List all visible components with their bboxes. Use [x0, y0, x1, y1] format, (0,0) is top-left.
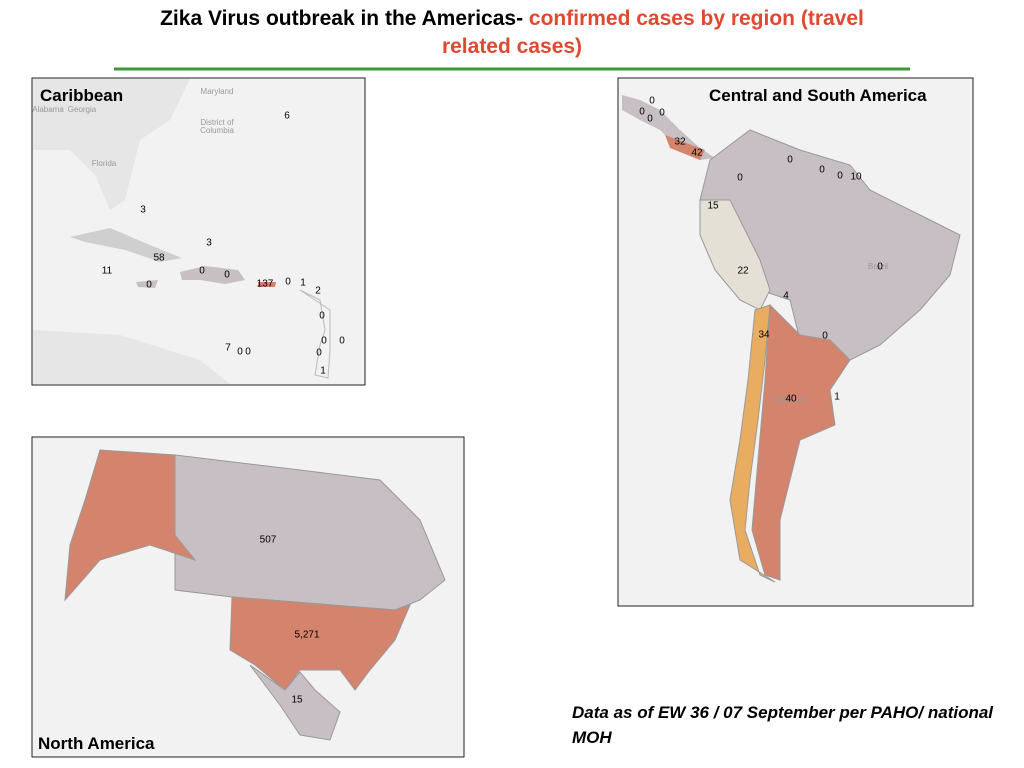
- case-count: 7: [225, 343, 231, 354]
- case-count: 0: [319, 311, 325, 322]
- case-count: 15: [707, 201, 719, 212]
- place-label: Florida: [92, 159, 117, 168]
- place-label: Brazil: [868, 262, 888, 271]
- case-count: 0: [819, 165, 825, 176]
- title: Zika Virus outbreak in the Americas- con…: [150, 5, 874, 61]
- case-count: 4: [783, 291, 789, 302]
- place-label: Columbia: [200, 126, 234, 135]
- case-count: 0: [245, 347, 251, 358]
- lesser-antilles: [299, 289, 331, 379]
- canada: [174, 454, 446, 611]
- case-count: 0: [316, 348, 322, 359]
- case-count: 3: [140, 205, 146, 216]
- argentina: [751, 303, 851, 581]
- case-count: 0: [199, 266, 205, 277]
- case-count: 507: [260, 535, 277, 546]
- usa: [229, 596, 411, 691]
- caribbean-map: [31, 77, 366, 386]
- north-america-map: [31, 436, 465, 758]
- case-count: 2: [315, 286, 321, 297]
- central-america: [622, 95, 715, 160]
- place-label: District of: [200, 118, 234, 127]
- case-count: 10: [850, 172, 862, 183]
- alaska: [64, 449, 197, 602]
- land: [33, 330, 230, 384]
- panel-label: Central and South America: [709, 86, 927, 105]
- chile: [729, 304, 776, 583]
- case-count: 11: [102, 266, 113, 277]
- case-count: 40: [785, 394, 797, 405]
- panel-label: Caribbean: [40, 86, 124, 105]
- case-count: 1: [300, 278, 306, 289]
- peru: [699, 199, 771, 311]
- case-count: 0: [224, 270, 230, 281]
- case-count: 1: [320, 366, 326, 377]
- case-count: 42: [691, 148, 703, 159]
- case-count: 34: [758, 330, 770, 341]
- case-count: 0: [737, 173, 743, 184]
- case-count: 0: [649, 96, 655, 107]
- costa-rica-panama: [665, 135, 705, 160]
- panel-label: North America: [38, 734, 155, 753]
- place-label: Argentina: [773, 395, 808, 404]
- case-count: 0: [237, 347, 243, 358]
- case-count: 22: [737, 266, 749, 277]
- south-america-map: [617, 77, 974, 607]
- title-highlight: confirmed cases by region (travel relate…: [441, 7, 864, 58]
- case-count: 32: [674, 137, 686, 148]
- case-count: 0: [321, 336, 327, 347]
- place-label: Alabama: [32, 105, 64, 114]
- jamaica: [136, 280, 158, 288]
- puerto-rico: [258, 282, 276, 287]
- case-count: 15: [291, 695, 303, 706]
- case-count: 6: [284, 111, 290, 122]
- land: [33, 79, 190, 210]
- case-count: 0: [146, 280, 152, 291]
- case-count: 5,271: [294, 630, 319, 641]
- case-count: 0: [339, 336, 345, 347]
- footnote: Data as of EW 36 / 07 September per PAHO…: [572, 703, 994, 747]
- mexico: [249, 664, 341, 741]
- case-count: 3: [206, 238, 212, 249]
- case-count: 0: [877, 262, 883, 273]
- case-count: 1: [834, 392, 840, 403]
- case-count: 0: [647, 114, 653, 125]
- case-count: 0: [787, 155, 793, 166]
- case-count: 0: [837, 171, 843, 182]
- case-count: 0: [822, 331, 828, 342]
- case-count: 0: [639, 107, 645, 118]
- case-count: 137: [257, 279, 274, 290]
- case-count: 0: [285, 277, 291, 288]
- case-count: 0: [659, 108, 665, 119]
- case-count: 58: [153, 253, 165, 264]
- title-plain: Zika Virus outbreak in the Americas-: [160, 7, 529, 30]
- hispaniola: [180, 266, 245, 284]
- place-label: Maryland: [201, 87, 234, 96]
- cuba: [70, 228, 182, 262]
- place-label: Georgia: [68, 105, 97, 114]
